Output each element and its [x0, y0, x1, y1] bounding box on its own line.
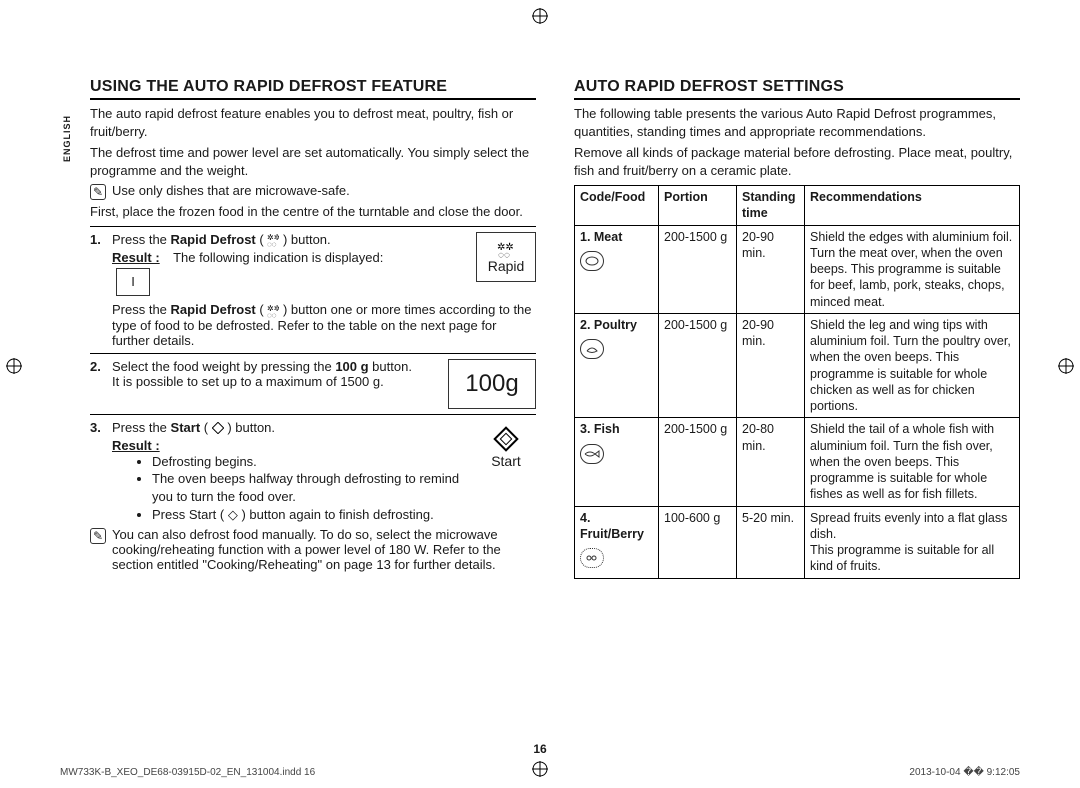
rec: Shield the leg and wing tips with alumin…	[805, 313, 1020, 418]
t: Press the	[112, 302, 171, 317]
th: Recommendations	[805, 186, 1020, 226]
reg-mark-right	[1058, 358, 1074, 379]
diamond-icon	[212, 422, 224, 434]
diamond-start-icon	[492, 425, 520, 453]
fish-icon	[580, 444, 604, 464]
left-intro1: The auto rapid defrost feature enables y…	[90, 105, 536, 140]
step-1: 1. Press the Rapid Defrost ( ✲✲◌◌ ) butt…	[90, 232, 466, 248]
svg-text:◌◌: ◌◌	[267, 311, 277, 318]
t: ) button.	[279, 232, 330, 247]
fruit-icon	[580, 548, 604, 568]
portion: 200-1500 g	[659, 418, 737, 506]
language-tab: ENGLISH	[62, 115, 72, 162]
display-rapid: ✲✲ ◌◌ Rapid	[476, 232, 536, 282]
bullet: The oven beeps halfway through defrostin…	[152, 470, 536, 505]
code: 1. Meat	[580, 230, 622, 244]
table-row: 2. Poultry 200-1500 g 20-90 min. Shield …	[575, 313, 1020, 418]
step1-result: Result : The following indication is dis…	[112, 250, 536, 296]
table-row: 1. Meat 200-1500 g 20-90 min. Shield the…	[575, 225, 1020, 313]
display-code-box: I	[116, 268, 150, 296]
t: (	[256, 302, 268, 317]
step-2: 2. Select the food weight by pressing th…	[90, 359, 438, 389]
snowflake-drops-icon: ✲✲ ◌◌	[495, 240, 517, 258]
step-num: 3.	[90, 420, 104, 435]
t: (	[256, 232, 268, 247]
standing: 20-90 min.	[737, 225, 805, 313]
th: Code/Food	[575, 186, 659, 226]
left-title: USING THE AUTO RAPID DEFROST FEATURE	[90, 78, 536, 100]
footer-timestamp: 2013-10-04 �� 9:12:05	[909, 767, 1020, 778]
separator	[90, 353, 536, 354]
defrost-settings-table: Code/Food Portion Standing time Recommen…	[574, 185, 1020, 579]
start-label: Start	[491, 453, 521, 469]
display-100g: 100g	[448, 359, 536, 409]
display-start: Start	[476, 420, 536, 475]
table-header-row: Code/Food Portion Standing time Recommen…	[575, 186, 1020, 226]
table-row: 4. Fruit/Berry 100-600 g 5-20 min. Sprea…	[575, 506, 1020, 578]
note-icon: ✎	[90, 528, 106, 544]
rapid-defrost-icon: ✲✲◌◌	[267, 233, 279, 247]
t: Start	[171, 420, 201, 435]
t: ) button.	[224, 420, 275, 435]
rec: Spread fruits evenly into a flat glass d…	[805, 506, 1020, 578]
svg-text:◌◌: ◌◌	[498, 250, 510, 258]
t: Select the food weight by pressing the	[112, 359, 335, 374]
portion: 100-600 g	[659, 506, 737, 578]
reg-mark-left	[6, 358, 22, 379]
t: Press the	[112, 420, 171, 435]
portion: 200-1500 g	[659, 313, 737, 418]
right-intro2: Remove all kinds of package material bef…	[574, 144, 1020, 179]
right-intro1: The following table presents the various…	[574, 105, 1020, 140]
t: Press the	[112, 232, 171, 247]
note-safe-dishes: ✎ Use only dishes that are microwave-saf…	[90, 183, 536, 200]
rec: Shield the edges with aluminium foil. Tu…	[805, 225, 1020, 313]
svg-text:◌◌: ◌◌	[267, 240, 277, 247]
rapid-defrost-icon: ✲✲◌◌	[267, 304, 279, 318]
note-text: Use only dishes that are microwave-safe.	[112, 183, 350, 198]
t: Rapid Defrost	[171, 302, 256, 317]
left-column: USING THE AUTO RAPID DEFROST FEATURE The…	[90, 78, 536, 579]
pre-step: First, place the frozen food in the cent…	[90, 203, 536, 221]
th: Portion	[659, 186, 737, 226]
note-icon: ✎	[90, 184, 106, 200]
th: Standing time	[737, 186, 805, 226]
page-number: 16	[0, 742, 1080, 756]
footer-filename: MW733K-B_XEO_DE68-03915D-02_EN_131004.in…	[60, 767, 315, 778]
result1-text: The following indication is displayed:	[173, 250, 383, 265]
code: 3. Fish	[580, 422, 620, 436]
step-3: 3. Press the Start ( ) button.	[90, 420, 466, 435]
step-num: 2.	[90, 359, 104, 389]
result-label: Result :	[112, 438, 160, 453]
footer: MW733K-B_XEO_DE68-03915D-02_EN_131004.in…	[60, 767, 1020, 778]
bullet: Press Start ( ◇ ) button again to finish…	[152, 506, 536, 524]
table-row: 3. Fish 200-1500 g 20-80 min. Shield the…	[575, 418, 1020, 506]
reg-mark-top	[532, 8, 548, 29]
standing: 20-90 min.	[737, 313, 805, 418]
t: 100 g	[335, 359, 368, 374]
t: (	[200, 420, 212, 435]
right-column: AUTO RAPID DEFROST SETTINGS The followin…	[574, 78, 1020, 579]
portion: 200-1500 g	[659, 225, 737, 313]
t: button.	[369, 359, 412, 374]
note-text: You can also defrost food manually. To d…	[112, 527, 536, 572]
step-num: 1.	[90, 232, 104, 248]
step2-sub: It is possible to set up to a maximum of…	[112, 374, 438, 389]
result-label: Result :	[112, 250, 160, 265]
meat-icon	[580, 251, 604, 271]
code: 4. Fruit/Berry	[580, 511, 644, 541]
right-title: AUTO RAPID DEFROST SETTINGS	[574, 78, 1020, 100]
step3-result: Result : Defrosting begins. The oven bee…	[112, 438, 536, 523]
left-intro2: The defrost time and power level are set…	[90, 144, 536, 179]
standing: 20-80 min.	[737, 418, 805, 506]
poultry-icon	[580, 339, 604, 359]
step1-cont: Press the Rapid Defrost ( ✲✲◌◌ ) button …	[112, 302, 536, 348]
code: 2. Poultry	[580, 318, 637, 332]
display-rapid-label: Rapid	[488, 258, 525, 274]
separator	[90, 414, 536, 415]
t: Rapid Defrost	[171, 232, 256, 247]
note-manual-defrost: ✎ You can also defrost food manually. To…	[90, 527, 536, 572]
separator	[90, 226, 536, 227]
standing: 5-20 min.	[737, 506, 805, 578]
rec: Shield the tail of a whole fish with alu…	[805, 418, 1020, 506]
